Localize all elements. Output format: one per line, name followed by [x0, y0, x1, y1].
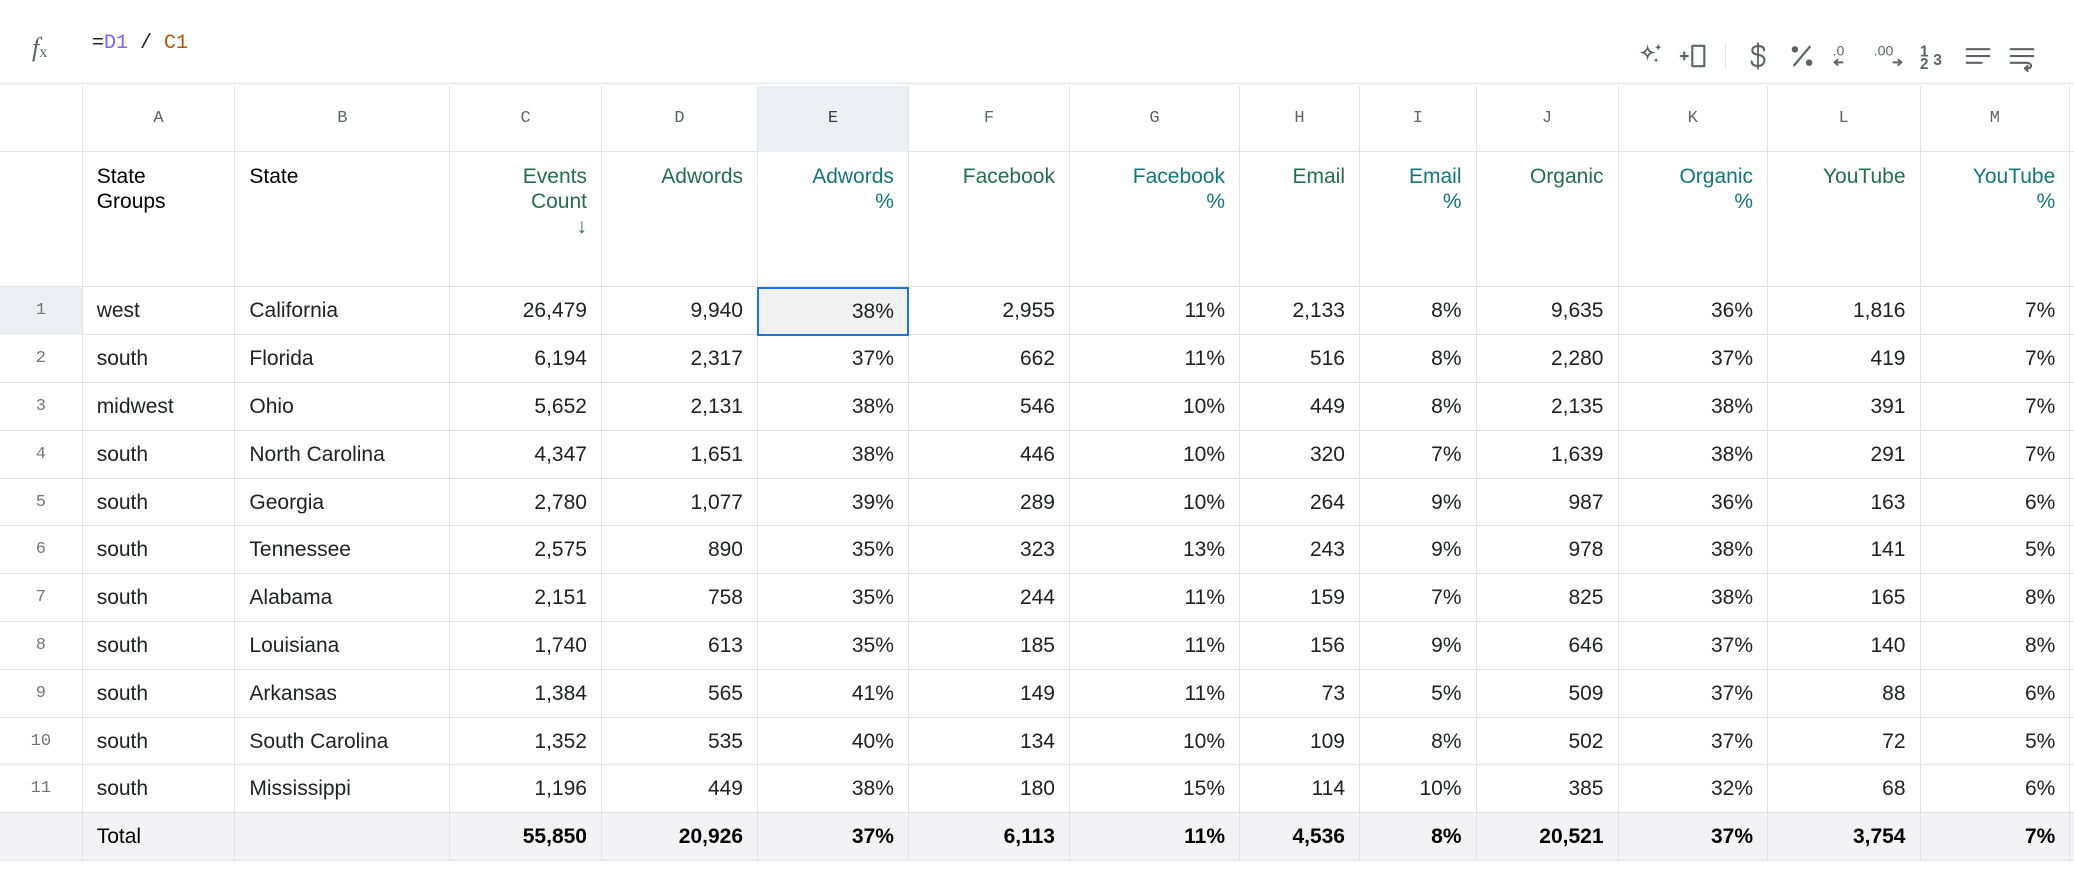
svg-text:3: 3	[1933, 52, 1942, 69]
svg-text:.0: .0	[1833, 43, 1845, 59]
svg-text:.00: .00	[1874, 43, 1894, 59]
svg-text:2: 2	[1920, 56, 1929, 73]
